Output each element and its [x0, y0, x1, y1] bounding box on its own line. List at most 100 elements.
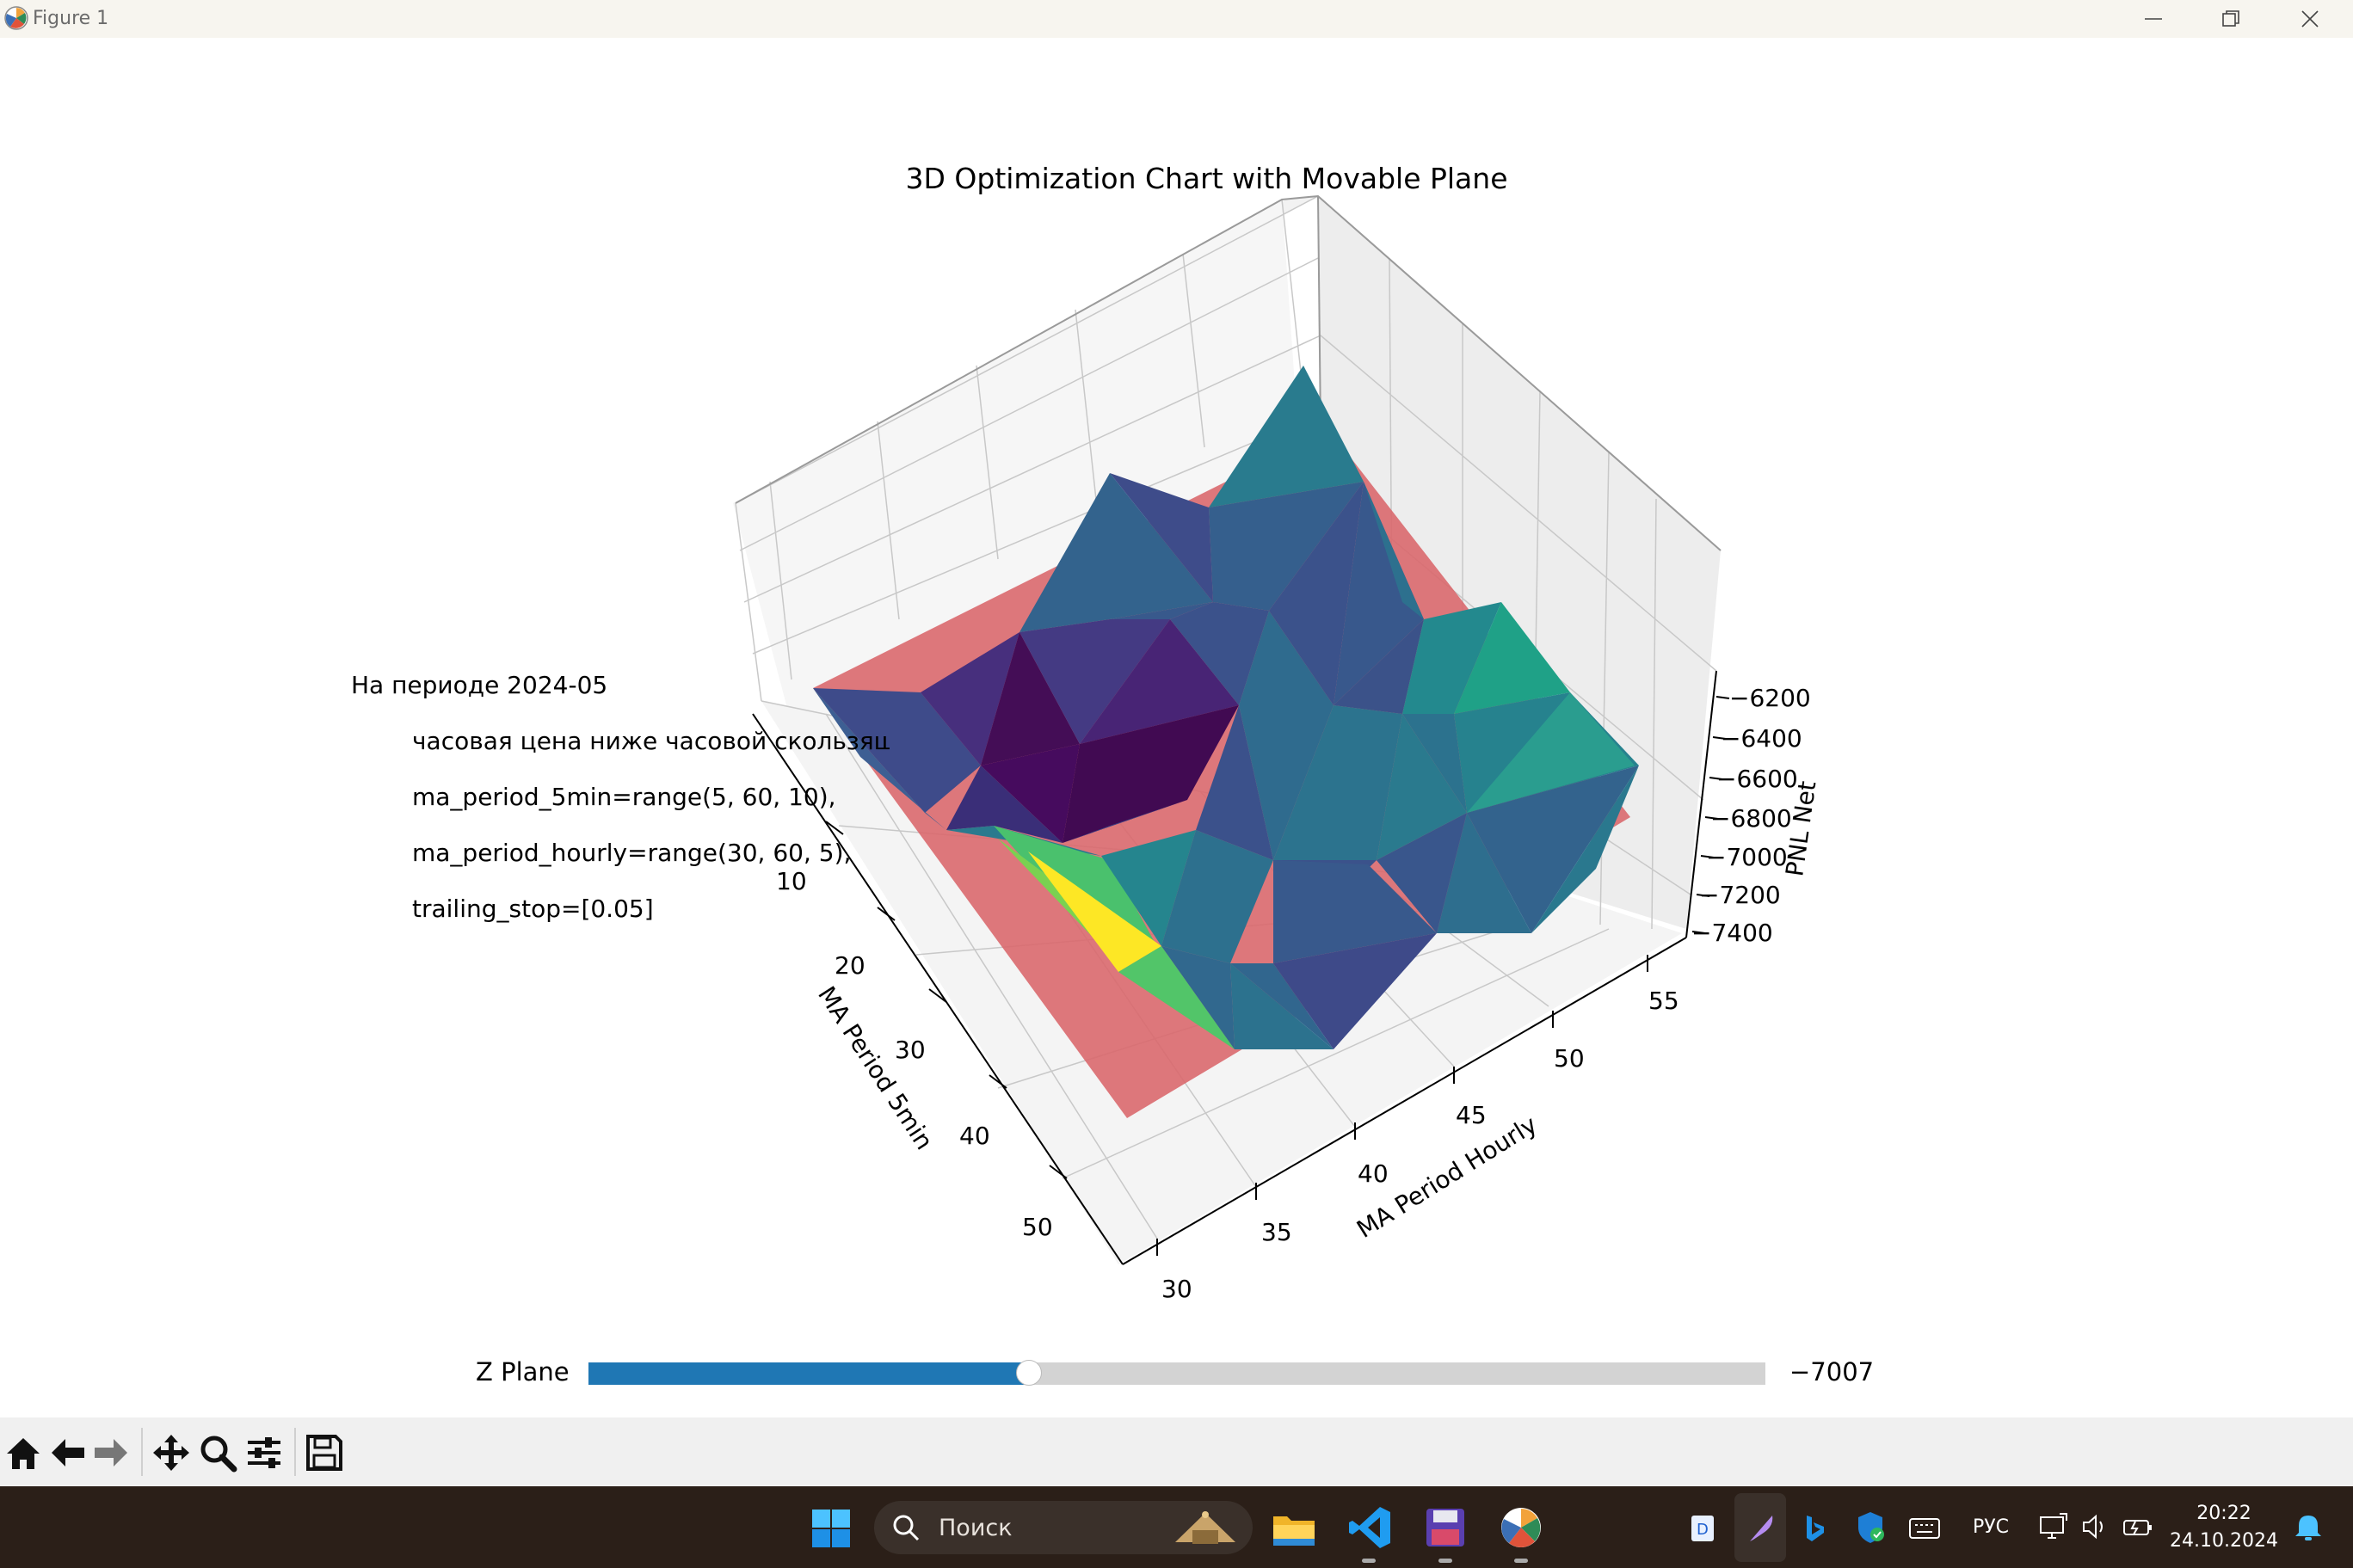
- feather-pen-icon[interactable]: [1746, 1512, 1776, 1545]
- floppy-disk-icon: [306, 1435, 342, 1471]
- surface-face: [1273, 933, 1437, 1049]
- surface-face: [1454, 602, 1570, 714]
- surface-face: [1118, 946, 1235, 1049]
- surface-face: [1170, 602, 1269, 705]
- network-icon[interactable]: [2039, 1512, 2068, 1541]
- z-tick-label: −6200: [1729, 684, 1811, 712]
- close-button[interactable]: [2271, 0, 2349, 38]
- toolbar-separator: [141, 1428, 143, 1476]
- file-explorer-icon[interactable]: [1272, 1508, 1316, 1549]
- z-tick-label: −6400: [1721, 724, 1802, 753]
- clock-date: 24.10.2024: [2170, 1530, 2278, 1552]
- y-tick-label: 35: [1261, 1218, 1292, 1246]
- z-tick-label: −7400: [1691, 919, 1773, 947]
- taskbar-search-box[interactable]: Поиск: [874, 1501, 1253, 1554]
- maximize-button[interactable]: [2192, 0, 2270, 38]
- surface-plot[interactable]: 10 20 30 40 50 30 35 40 45 50 55 −6200 −…: [0, 38, 2353, 1417]
- move-icon: [153, 1435, 189, 1471]
- notification-bell-icon[interactable]: [2294, 1512, 2323, 1543]
- x-axis-label: MA Period 5min: [812, 981, 939, 1155]
- bing-icon[interactable]: [1802, 1512, 1827, 1545]
- surface-face: [1209, 482, 1364, 611]
- y-tick-label: 30: [1161, 1275, 1192, 1303]
- surface-face: [1437, 813, 1531, 933]
- minimize-icon: [2145, 18, 2162, 20]
- security-shield-icon[interactable]: [1855, 1510, 1886, 1545]
- zoom-button[interactable]: [198, 1433, 237, 1473]
- y-tick-label: 45: [1456, 1101, 1487, 1129]
- surface-mesh: [813, 366, 1639, 1049]
- slider-label: Z Plane: [476, 1357, 570, 1387]
- search-icon: [893, 1515, 920, 1541]
- minimize-button[interactable]: [2115, 0, 2192, 38]
- restore-icon: [2222, 10, 2239, 27]
- x-tick-label: 50: [1022, 1213, 1053, 1241]
- z-tick-label: −6800: [1710, 804, 1792, 833]
- window-title: Figure 1: [33, 8, 109, 29]
- matplotlib-taskbar-icon[interactable]: [1499, 1505, 1543, 1550]
- surface-face: [1161, 830, 1273, 963]
- forward-button[interactable]: [91, 1433, 131, 1473]
- z-plane-slider[interactable]: [588, 1360, 1765, 1386]
- surface-face: [1334, 619, 1424, 714]
- battery-icon[interactable]: [2122, 1514, 2154, 1541]
- matplotlib-app-icon: [4, 6, 28, 30]
- slider-handle[interactable]: [1015, 1360, 1042, 1386]
- surface-face: [1196, 705, 1273, 860]
- surface-face: [1273, 705, 1402, 860]
- surface-face: [1080, 619, 1239, 744]
- vscode-icon[interactable]: [1347, 1505, 1392, 1550]
- z-tick-label: −7200: [1699, 881, 1781, 909]
- surface-face: [1334, 482, 1424, 705]
- floppy-app-icon[interactable]: [1423, 1505, 1468, 1550]
- surface-face: [1269, 482, 1364, 705]
- x-tick-label: 40: [959, 1122, 990, 1150]
- y-tick-label: 55: [1648, 987, 1679, 1015]
- toolbar-separator: [294, 1428, 296, 1476]
- surface-face: [1230, 963, 1334, 1049]
- figure-canvas[interactable]: 3D Optimization Chart with Movable Plane: [0, 38, 2353, 1417]
- search-placeholder: Поиск: [939, 1515, 1013, 1541]
- z-axis: [1685, 670, 1730, 938]
- tray-app-icon[interactable]: D: [1690, 1514, 1715, 1543]
- volume-icon[interactable]: [2080, 1512, 2110, 1541]
- annotation-line: ma_period_hourly=range(30, 60, 5),: [412, 839, 852, 867]
- pan-button[interactable]: [151, 1433, 191, 1473]
- sliders-icon: [248, 1437, 280, 1468]
- slider-value: −7007: [1789, 1357, 1875, 1387]
- z-axis-label: PNL Net: [1780, 779, 1821, 878]
- clock-time: 20:22: [2196, 1503, 2251, 1524]
- surface-face: [1101, 830, 1196, 946]
- surface-face: [1364, 482, 1424, 619]
- x-tick-label: 20: [835, 951, 865, 980]
- save-button[interactable]: [305, 1433, 344, 1473]
- chart-title: 3D Optimization Chart with Movable Plane: [905, 162, 1508, 195]
- language-indicator[interactable]: РУС: [1973, 1516, 2010, 1538]
- surface-face: [1377, 714, 1467, 860]
- search-highlight-icon: [1175, 1511, 1235, 1544]
- z-tick-label: −6600: [1716, 765, 1798, 793]
- z-tick-label: −7000: [1706, 843, 1788, 871]
- surface-face: [1063, 705, 1239, 843]
- magnifier-icon: [200, 1436, 237, 1473]
- surface-face: [1402, 602, 1501, 714]
- surface-face: [981, 632, 1080, 766]
- svg-text:D: D: [1697, 1521, 1709, 1539]
- back-button[interactable]: [48, 1433, 88, 1473]
- configure-subplots-button[interactable]: [244, 1433, 284, 1473]
- surface-face: [1377, 813, 1467, 933]
- taskbar-running-indicator: [1362, 1559, 1376, 1563]
- windows-start-icon[interactable]: [811, 1509, 851, 1548]
- annotation-line: trailing_stop=[0.05]: [412, 895, 654, 923]
- surface-face: [1239, 611, 1334, 860]
- surface-face: [1028, 852, 1161, 972]
- surface-face: [1467, 692, 1635, 813]
- surface-face: [1063, 800, 1187, 843]
- surface-face: [1019, 473, 1213, 632]
- taskbar-clock[interactable]: 20:22 24.10.2024: [2168, 1500, 2280, 1555]
- annotation-line: На периоде 2024-05: [351, 671, 608, 699]
- keyboard-icon[interactable]: [1908, 1516, 1941, 1541]
- surface-face: [1161, 946, 1235, 1049]
- home-button[interactable]: [3, 1433, 43, 1473]
- y-axis: [1122, 937, 1687, 1265]
